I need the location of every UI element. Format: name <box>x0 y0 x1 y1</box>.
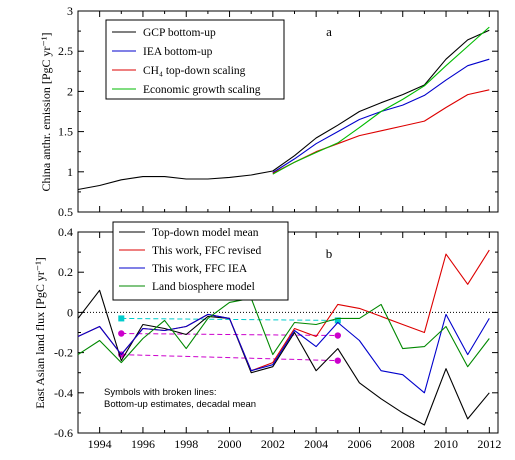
panel-a-y-tick-label: 3 <box>67 4 73 18</box>
legend-label-iea: IEA bottom-up <box>143 46 213 58</box>
panel-b-letter: b <box>326 246 333 261</box>
panel-a-y-tick-labels: 0.5 1 1.5 2 2.5 3 <box>58 4 73 219</box>
series-line-iea-bottom-up <box>272 58 490 174</box>
panel-b-x-tick-label: 2010 <box>434 437 458 451</box>
panel-b-y-axis-label: East Asian land flux [PgC yr⁻¹] <box>33 257 47 409</box>
series-line-economic-growth-scaling <box>272 26 490 175</box>
legend-label-ffc-revised: This work, FFC revised <box>152 245 262 257</box>
panel-b-y-tick-labels: -0.6 -0.4 -0.2 0 0.2 0.4 <box>54 225 73 440</box>
panel-a-letter: a <box>326 24 332 39</box>
panel-b-x-tick-label: 2006 <box>347 437 371 451</box>
panel-b-y-tick-label: -0.2 <box>54 346 73 360</box>
panel-a-ticks <box>77 10 498 213</box>
panel-a-y-tick-label: 2.5 <box>58 44 73 58</box>
series-line-this-work-ffc-iea <box>77 313 490 394</box>
legend-label-gcp: GCP bottom-up <box>143 27 216 39</box>
panel-b-y-tick-label: -0.4 <box>54 386 73 400</box>
legend-label-economic: Economic growth scaling <box>143 84 261 96</box>
series-line-top-down-model-mean <box>77 289 490 426</box>
panel-b-x-tick-label: 2008 <box>391 437 415 451</box>
panel-a-y-tick-label: 2 <box>67 84 73 98</box>
legend-label-land: Land biosphere model <box>152 281 255 293</box>
decadal-mean-marker-1 <box>334 332 341 339</box>
decadal-mean-marker-0 <box>118 315 125 322</box>
decadal-mean-marker-0 <box>334 317 341 324</box>
panel-b-x-tick-label: 2012 <box>477 437 501 451</box>
series-line-land-biosphere-model <box>77 297 490 368</box>
decadal-mean-line-1 <box>121 333 338 337</box>
panel-b-x-tick-label: 1996 <box>131 437 155 451</box>
decadal-mean-marker-2 <box>334 357 341 364</box>
panel-b-x-tick-label: 2004 <box>304 437 328 451</box>
panel-b-legend-box <box>112 221 289 301</box>
panel-b-x-tick-labels: 1994 1996 1998 2000 2002 2004 2006 2008 2010 2012 <box>88 437 502 451</box>
legend-label-ffc-iea: This work, FFC IEA <box>152 263 248 275</box>
panel-b-series <box>77 249 490 426</box>
panel-b-note-line-1: Symbols with broken lines: <box>104 387 216 398</box>
panel-b-y-tick-label: 0.2 <box>58 265 73 279</box>
panel-a-y-tick-label: 1.5 <box>58 125 73 139</box>
series-line-gcp-bottom-up <box>77 29 490 191</box>
panel-b-y-tick-label: 0.4 <box>58 225 73 239</box>
panel-a-y-axis-label: China anthr. emission [PgC yr⁻¹] <box>39 33 53 192</box>
panel-a-series <box>77 26 490 191</box>
panel-a-legend: GCP bottom-up IEA bottom-up CH₄ top-down… <box>105 19 285 100</box>
panel-a-legend-box <box>105 19 285 100</box>
panel-b-legend: Top-down model mean This work, FFC revis… <box>112 221 289 301</box>
panel-b-y-tick-label: -0.6 <box>54 426 73 440</box>
panel-a-y-tick-label: 0.5 <box>58 205 73 219</box>
panel-a: 0.5 1 1.5 2 2.5 3 China anthr. emission [PgC … <box>39 4 499 219</box>
legend-label-ch4: CH₄ top-down scaling <box>143 65 246 77</box>
decadal-mean-marker-1 <box>118 330 125 337</box>
panel-b-note-line-2: Bottom-up estimates, decadal mean <box>104 399 256 410</box>
panel-b-x-tick-label: 2002 <box>261 437 285 451</box>
panel-b: -0.6 -0.4 -0.2 0 0.2 0.4 1994 1996 1998 2000 2002… <box>33 221 502 451</box>
panel-a-y-tick-label: 1 <box>67 165 73 179</box>
panel-b-x-tick-label: 2000 <box>218 437 242 451</box>
panel-b-y-tick-label: 0 <box>67 305 73 319</box>
panel-b-x-tick-label: 1994 <box>88 437 112 451</box>
legend-label-topdown: Top-down model mean <box>152 227 259 239</box>
panel-b-x-tick-label: 1998 <box>174 437 198 451</box>
decadal-mean-line-2 <box>121 354 338 362</box>
